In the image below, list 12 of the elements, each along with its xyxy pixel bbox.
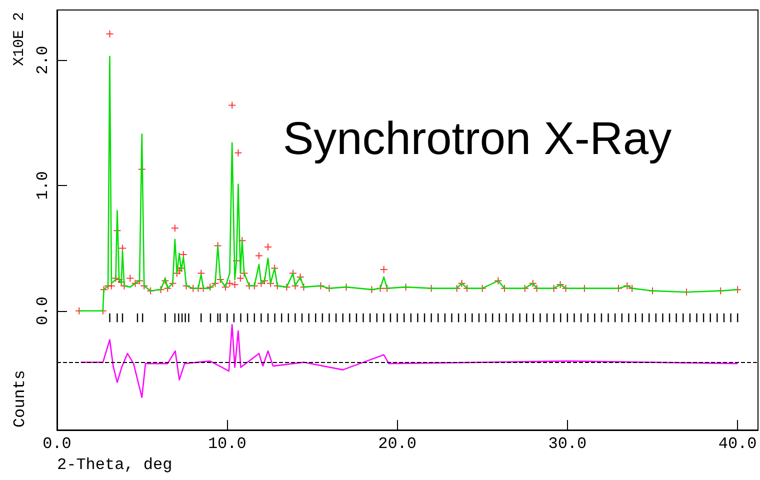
y-tick-label: 0.0	[34, 296, 52, 326]
line-series	[80, 324, 738, 398]
x-tick-label: 10.0	[208, 435, 246, 453]
y-tick-label: 2.0	[34, 46, 52, 75]
annotation: Synchrotron X-Ray	[283, 112, 672, 164]
y-tick-label: 1.0	[34, 171, 52, 200]
x-axis-title: 2-Theta, deg	[57, 456, 172, 474]
text: X10E 2	[11, 12, 28, 66]
x-tick-label: 20.0	[378, 435, 416, 453]
y-axis-title: Counts	[11, 370, 29, 428]
x-tick-label: 40.0	[718, 435, 757, 453]
x-tick-label: 30.0	[548, 435, 587, 453]
